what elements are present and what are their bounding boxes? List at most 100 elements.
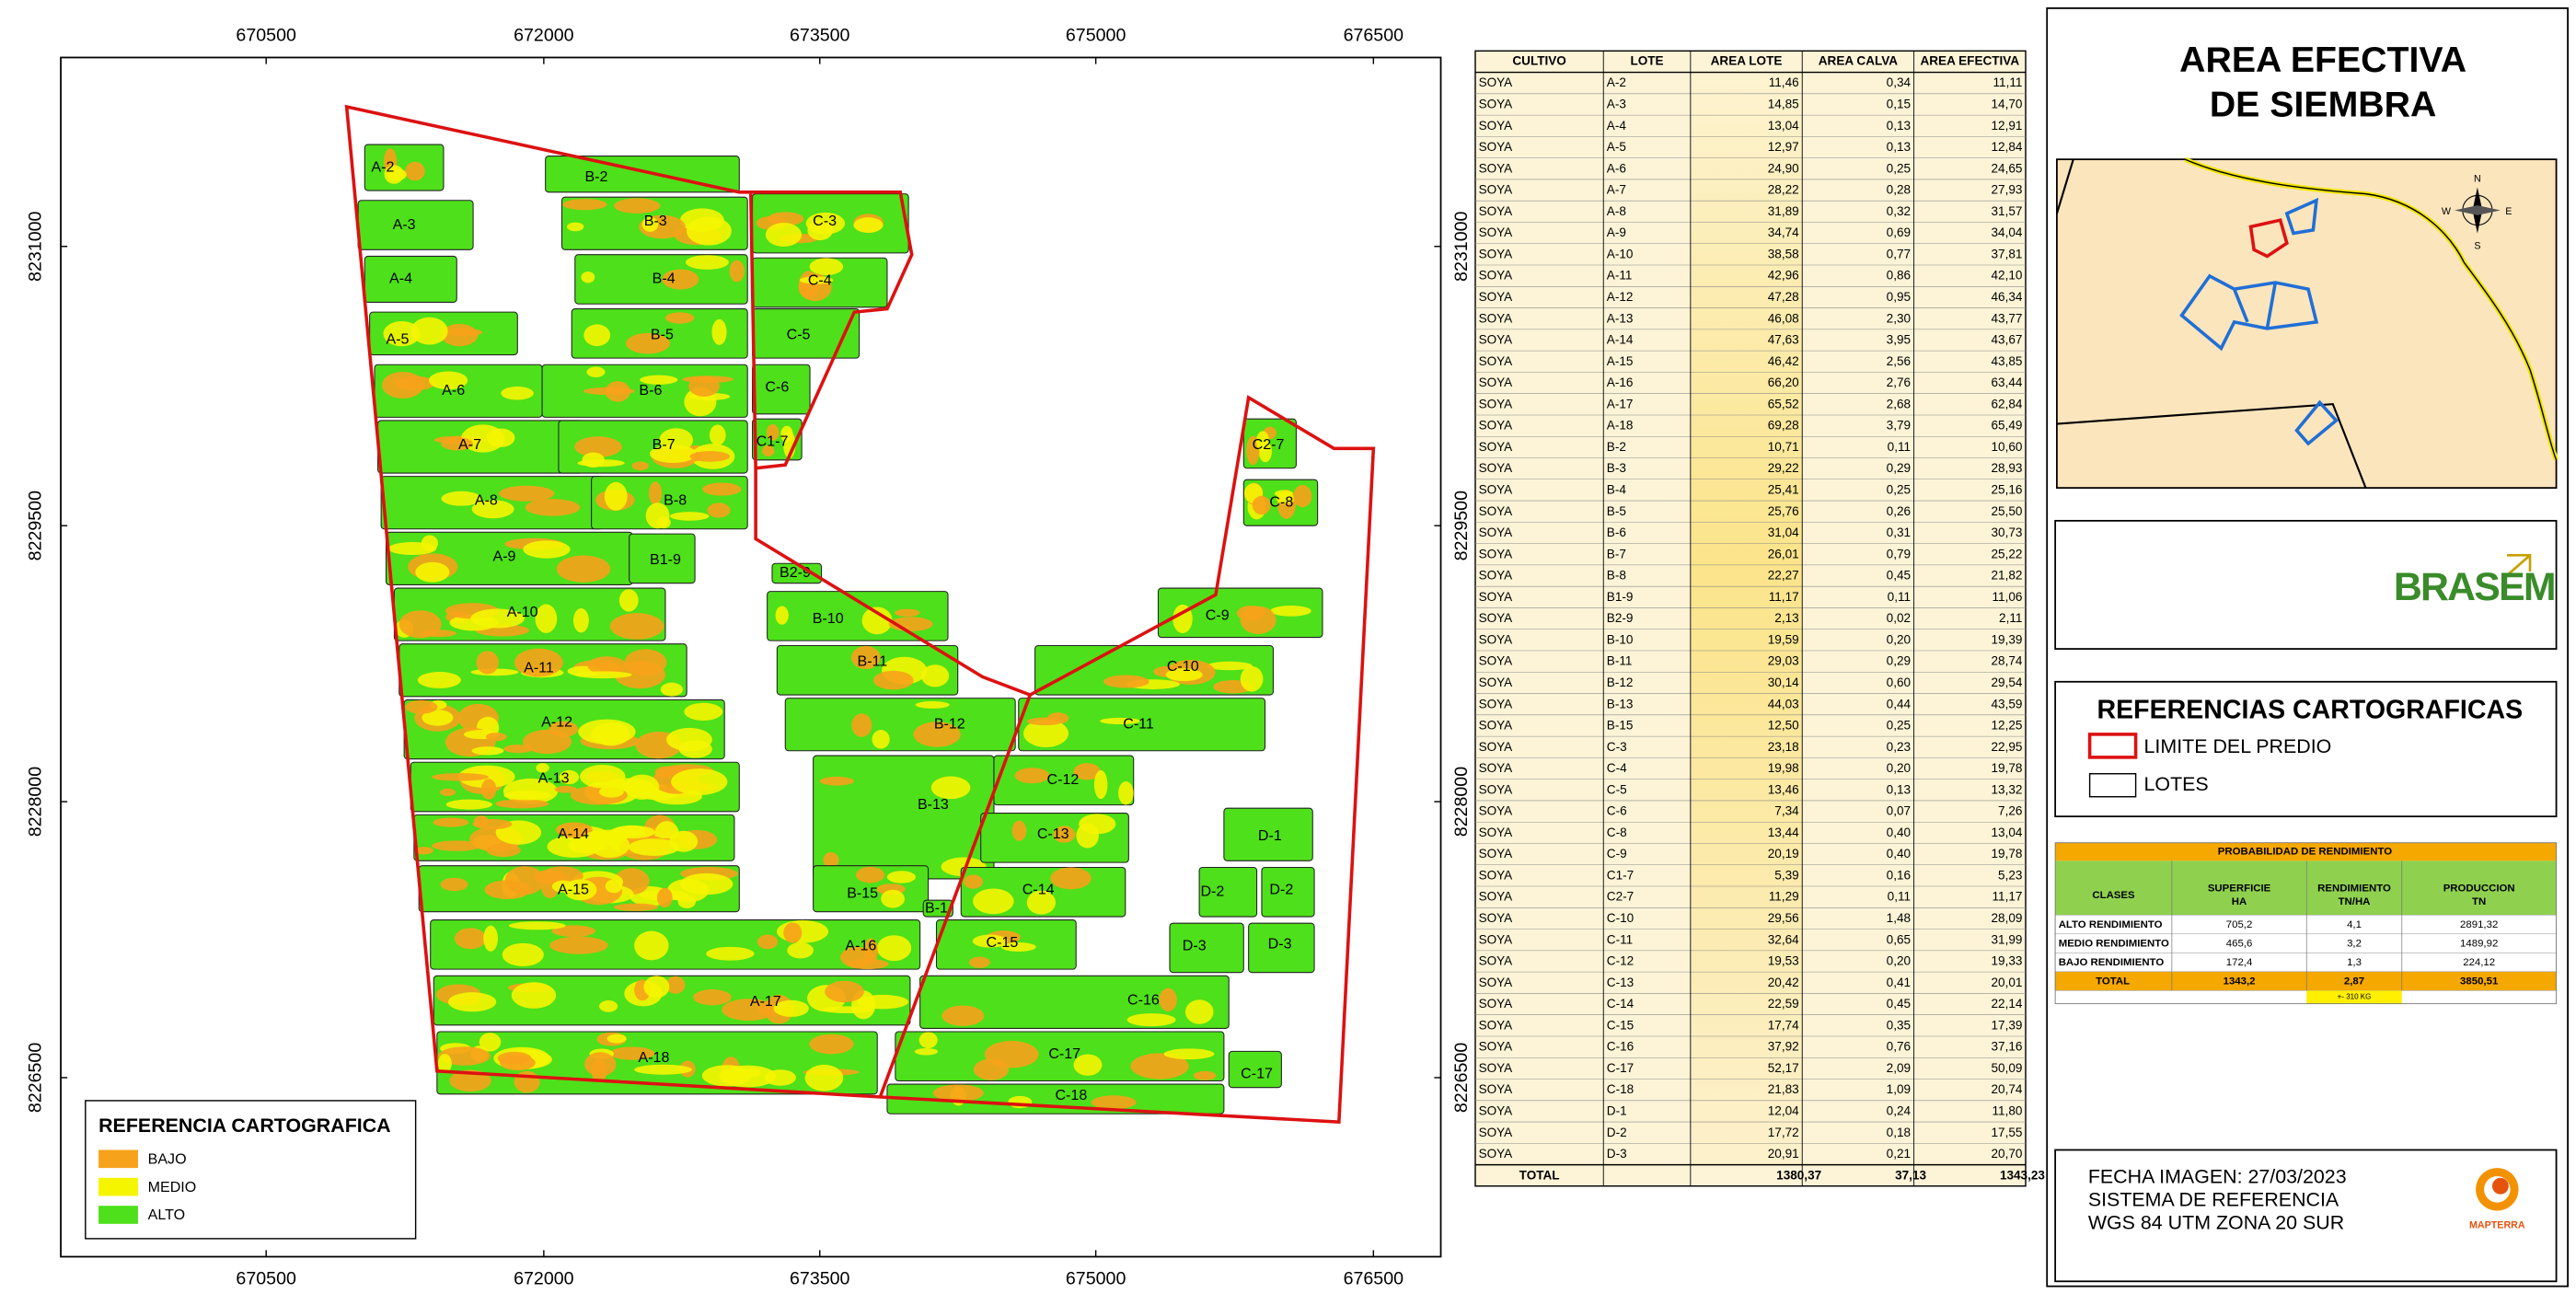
yield-patch xyxy=(583,324,611,347)
table-cell: SOYA xyxy=(1479,782,1514,796)
yield-note: +- 310 KG xyxy=(2338,993,2372,1001)
yield-patch xyxy=(693,989,732,1006)
table-cell: 20,91 xyxy=(1768,1147,1799,1161)
lot-label: A-7 xyxy=(458,436,481,453)
table-cell: SOYA xyxy=(1479,1147,1514,1161)
table-cell: 25,41 xyxy=(1768,483,1799,497)
table-cell: B-12 xyxy=(1607,676,1634,689)
yield-patch xyxy=(440,877,468,892)
table-cell: 43,85 xyxy=(1992,354,2023,368)
inset-border xyxy=(2184,158,2558,461)
lot-label: C-15 xyxy=(986,934,1018,951)
table-cell: 46,34 xyxy=(1992,290,2023,304)
table-cell: 0,02 xyxy=(1887,611,1911,625)
yield-patch xyxy=(605,879,623,894)
yield-patch xyxy=(1023,719,1069,747)
table-cell: 0,29 xyxy=(1887,461,1911,475)
table-cell: 31,04 xyxy=(1768,525,1799,539)
lot-label: D-2 xyxy=(1200,883,1224,900)
table-cell: C-12 xyxy=(1607,954,1634,968)
yield-patch xyxy=(684,702,723,721)
table-cell: 1,09 xyxy=(1887,1082,1911,1096)
table-cell: 2,76 xyxy=(1887,375,1911,389)
table-cell: 12,50 xyxy=(1768,719,1799,733)
yield-patch xyxy=(707,502,731,518)
yield-patch xyxy=(1184,999,1214,1024)
lot-label: C-16 xyxy=(1127,991,1160,1008)
yield-patch xyxy=(972,934,1008,948)
table-cell: 0,69 xyxy=(1887,225,1911,239)
legend-swatch xyxy=(98,1177,138,1196)
brand-logo: BRASEM xyxy=(2394,565,2555,609)
table-cell: SOYA xyxy=(1479,911,1514,925)
lot-label: D-2 xyxy=(1269,882,1293,898)
table-cell: 19,98 xyxy=(1768,761,1799,775)
table-cell: 11,46 xyxy=(1769,75,1799,89)
column-header: AREA LOTE xyxy=(1711,54,1783,68)
table-cell: 30,14 xyxy=(1768,676,1799,689)
table-cell: 66,20 xyxy=(1768,375,1799,389)
table-cell: 20,70 xyxy=(1992,1147,2023,1161)
yield-patch xyxy=(572,607,589,633)
yield-patch xyxy=(1073,1054,1103,1076)
yield-patch xyxy=(932,1084,984,1102)
yield-patch xyxy=(799,276,834,284)
table-cell: 0,13 xyxy=(1887,782,1911,796)
table-cell: 37,92 xyxy=(1768,1040,1799,1054)
yield-patch xyxy=(598,785,624,798)
yield-patch xyxy=(535,604,558,633)
lot-label: B-13 xyxy=(918,796,949,813)
yield-cell: TOTAL xyxy=(2096,976,2130,987)
table-cell: 12,97 xyxy=(1768,140,1799,154)
yield-patch xyxy=(850,645,881,670)
yield-patch xyxy=(410,317,448,345)
yield-column-header: RENDIMIENTO TN/HA xyxy=(2317,883,2391,907)
svg-text:W: W xyxy=(2442,206,2452,217)
table-cell: SOYA xyxy=(1479,1082,1514,1096)
yield-patch xyxy=(1159,987,1177,1011)
yield-patch xyxy=(968,956,990,968)
lot-label: A-12 xyxy=(541,714,572,731)
yield-patch xyxy=(604,481,628,511)
y-coordinate-label: 8226500 xyxy=(1451,1043,1472,1113)
lot-label: B-12 xyxy=(934,715,965,732)
table-cell: 20,74 xyxy=(1992,1082,2023,1096)
table-cell: 0,15 xyxy=(1887,98,1911,111)
table-cell: A-4 xyxy=(1607,119,1627,133)
table-cell: A-3 xyxy=(1607,98,1626,111)
yield-patch xyxy=(1130,1053,1189,1080)
x-coordinate-label: 676500 xyxy=(1344,1269,1404,1289)
yield-patch xyxy=(685,255,729,270)
yield-patch xyxy=(586,366,606,377)
yield-patch xyxy=(640,375,678,385)
table-cell: D-3 xyxy=(1607,1147,1627,1161)
table-cell: 22,14 xyxy=(1992,997,2023,1011)
yield-patch xyxy=(574,436,622,457)
legend-label: MEDIO xyxy=(148,1179,197,1195)
table-cell: A-18 xyxy=(1607,419,1634,433)
lot-label: A-18 xyxy=(639,1049,670,1066)
yield-patch xyxy=(918,1032,938,1049)
yield-patch xyxy=(502,942,544,967)
table-cell: 25,22 xyxy=(1992,547,2023,560)
table-cell: SOYA xyxy=(1479,461,1514,475)
yield-patch xyxy=(757,934,779,950)
table-cell: SOYA xyxy=(1479,204,1514,218)
table-cell: SOYA xyxy=(1479,98,1514,111)
yield-patch xyxy=(471,746,504,756)
svg-text:S: S xyxy=(2474,241,2480,252)
yield-patch xyxy=(441,491,482,506)
table-cell: 34,04 xyxy=(1992,225,2023,239)
table-cell: 3,95 xyxy=(1887,333,1911,347)
yield-patch xyxy=(495,799,549,809)
table-cell: SOYA xyxy=(1479,868,1514,882)
column-header: AREA EFECTIVA xyxy=(1920,54,2019,68)
table-cell: 43,77 xyxy=(1992,311,2023,325)
lot-label: C-3 xyxy=(813,213,837,229)
lot-label: B-11 xyxy=(858,653,888,670)
yield-patch xyxy=(1073,763,1101,780)
legend-swatch xyxy=(98,1206,138,1224)
table-cell: 28,93 xyxy=(1992,461,2023,475)
yield-patch xyxy=(562,199,607,211)
yield-patch xyxy=(441,323,479,347)
